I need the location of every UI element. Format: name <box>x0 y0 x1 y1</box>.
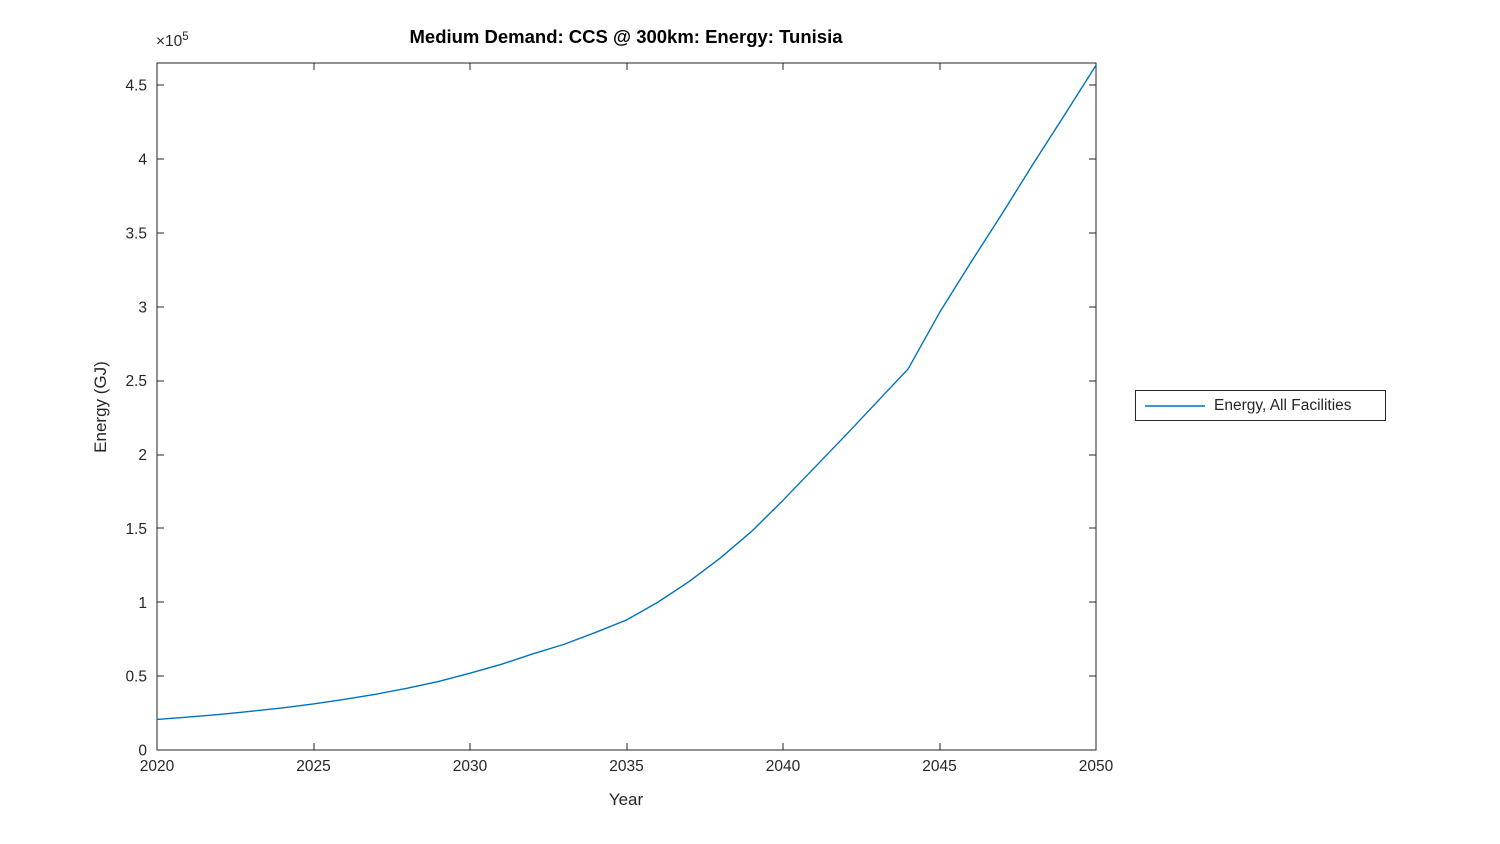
y-exponent-base: ×10 <box>156 33 183 51</box>
svg-text:2040: 2040 <box>766 758 801 775</box>
svg-text:2045: 2045 <box>922 758 956 775</box>
svg-text:0: 0 <box>138 743 147 760</box>
x-ticks <box>156 63 1097 750</box>
x-axis-label: Year <box>608 790 644 809</box>
svg-text:2025: 2025 <box>296 758 330 775</box>
legend-label: Energy, All Facilities <box>1214 396 1352 414</box>
y-tick-labels: 0 0.5 1 1.5 2 2.5 3 3.5 4 4.5 <box>125 78 147 760</box>
y-axis-label: Energy (GJ) <box>91 361 110 453</box>
svg-text:2035: 2035 <box>609 758 643 775</box>
chart-title: Medium Demand: CCS @ 300km: Energy: Tuni… <box>409 26 843 47</box>
svg-text:2020: 2020 <box>140 758 175 775</box>
svg-text:0.5: 0.5 <box>125 669 147 686</box>
svg-text:3.5: 3.5 <box>125 225 147 242</box>
y-ticks <box>157 84 1096 751</box>
y-axis-exponent: ×105 <box>156 31 189 51</box>
legend: Energy, All Facilities <box>1135 390 1386 421</box>
svg-text:2: 2 <box>138 447 147 464</box>
series-line <box>156 64 1097 721</box>
legend-line-icon <box>1145 404 1205 407</box>
svg-text:2050: 2050 <box>1079 758 1114 775</box>
y-exponent-power: 5 <box>182 31 189 43</box>
svg-text:4: 4 <box>138 152 147 169</box>
svg-text:1: 1 <box>138 595 147 612</box>
svg-text:4.5: 4.5 <box>125 78 147 95</box>
axis-box <box>156 62 1097 751</box>
svg-text:1.5: 1.5 <box>125 521 147 538</box>
x-tick-labels: 2020 2025 2030 2035 2040 2045 2050 <box>140 758 1114 775</box>
svg-text:2030: 2030 <box>453 758 488 775</box>
svg-text:3: 3 <box>138 299 147 316</box>
svg-text:2.5: 2.5 <box>125 373 147 390</box>
